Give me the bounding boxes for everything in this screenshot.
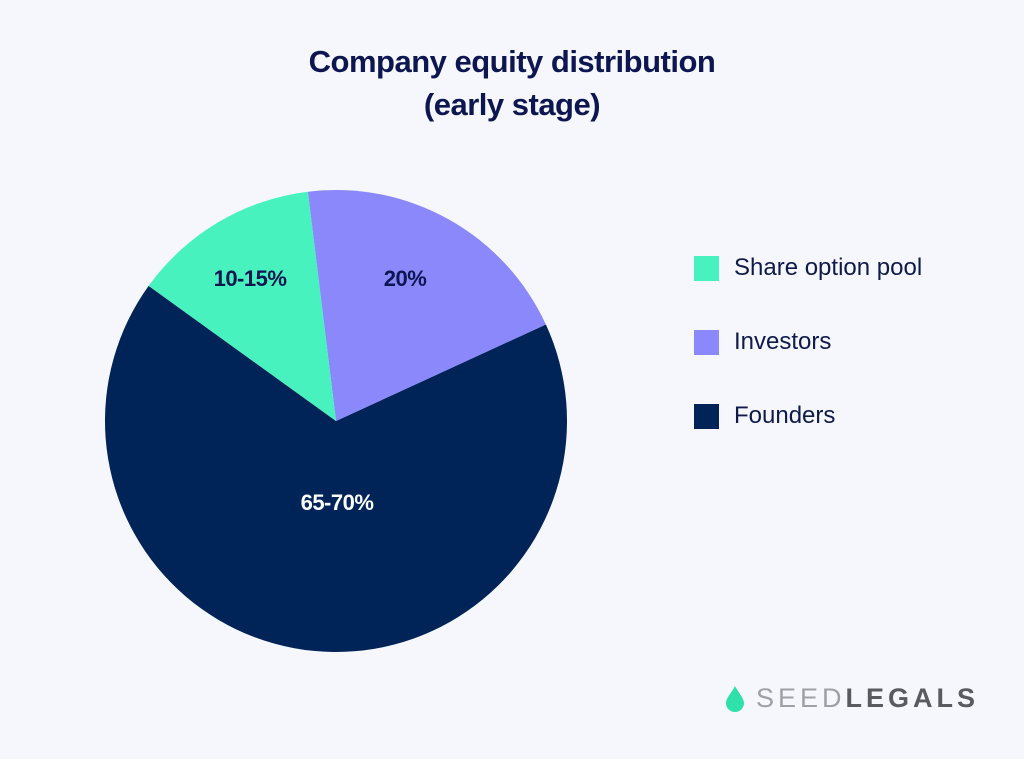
legend-label: Share option pool bbox=[734, 254, 923, 281]
chart-title-line-1: Company equity distribution bbox=[308, 44, 716, 79]
legend-label: Founders bbox=[734, 402, 836, 429]
legend-swatch-investors bbox=[694, 329, 719, 355]
pie-slice-investors bbox=[307, 190, 546, 421]
legend-item-founders: Founders bbox=[694, 398, 922, 434]
drop-icon bbox=[726, 685, 744, 712]
chart-title-line-2: (early stage) bbox=[423, 87, 601, 122]
slice-label-investors: 20% bbox=[383, 266, 427, 291]
logo-seed-text: SEED bbox=[756, 683, 846, 713]
slice-label-share-option-pool: 10-15% bbox=[213, 266, 287, 291]
pie-slice-share-option-pool bbox=[148, 191, 336, 421]
legend-swatch-founders bbox=[694, 403, 719, 429]
logo-wordmark: SEEDLEGALS bbox=[756, 683, 979, 714]
legend-item-share-option-pool: Share option pool bbox=[694, 250, 922, 286]
logo-legals-text: LEGALS bbox=[845, 683, 980, 713]
legend-item-investors: Investors bbox=[694, 324, 922, 360]
legend: Share option pool Investors Founders bbox=[694, 250, 922, 472]
legend-swatch-share-option-pool bbox=[694, 255, 719, 281]
chart-title: Company equity distribution (early stage… bbox=[0, 40, 1024, 126]
seedlegals-logo: SEEDLEGALS bbox=[724, 683, 979, 714]
slice-label-founders: 65-70% bbox=[300, 490, 374, 515]
pie-slice-founders bbox=[105, 285, 568, 652]
legend-label: Investors bbox=[734, 328, 832, 355]
